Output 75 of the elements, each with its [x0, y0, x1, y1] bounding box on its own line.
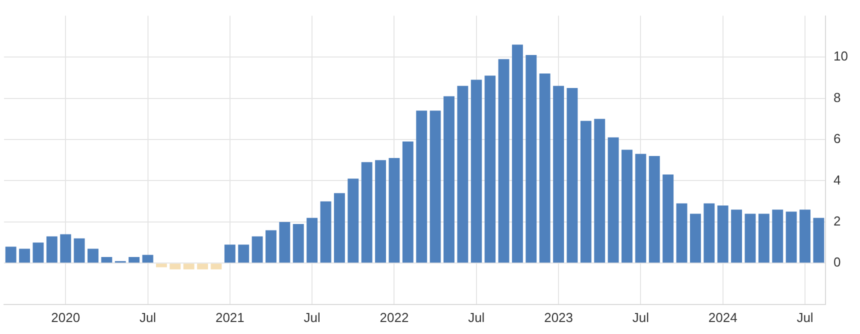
bar: [594, 118, 606, 263]
x-tick-label: 2020: [51, 310, 80, 325]
bar: [402, 142, 414, 263]
bar: [60, 234, 72, 263]
bar: [292, 224, 304, 263]
x-tick-label: Jul: [468, 310, 485, 325]
bar: [608, 137, 619, 263]
bar: [717, 205, 728, 263]
bar: [498, 59, 510, 263]
bar: [676, 203, 688, 263]
x-tick-label: Jul: [632, 310, 650, 325]
bar: [88, 248, 98, 263]
bar: [32, 242, 44, 263]
bar: [744, 214, 756, 263]
x-tick-label: 2023: [544, 310, 573, 325]
y-tick-label: 6: [834, 131, 841, 146]
y-tick-label: 4: [834, 172, 841, 188]
bar: [252, 236, 263, 263]
bar: [800, 210, 810, 263]
x-tick-label: 2021: [215, 310, 244, 325]
bar: [772, 210, 784, 263]
x-tick-label: Jul: [796, 310, 814, 325]
x-tick-label: 2024: [708, 310, 738, 325]
bar: [142, 254, 154, 263]
bar: [470, 80, 482, 263]
bar: [416, 110, 428, 263]
bar: [5, 246, 16, 263]
bar: [786, 212, 797, 263]
bar: [388, 158, 400, 263]
bar: [306, 218, 318, 263]
bar: [662, 174, 674, 263]
bar: [622, 150, 632, 263]
bar: [512, 44, 523, 263]
bar: [320, 201, 332, 263]
bar: [539, 74, 550, 263]
bar: [266, 230, 276, 263]
x-tick-label: Jul: [139, 310, 156, 325]
bar: [19, 248, 30, 263]
bar: [758, 214, 770, 263]
bar: [156, 264, 167, 268]
bar: [580, 120, 592, 263]
bar: [444, 96, 454, 263]
bar: [348, 178, 359, 263]
bar: [690, 214, 701, 263]
bar: [430, 110, 441, 263]
y-tick-label: 8: [834, 90, 841, 105]
bar: [224, 244, 236, 263]
bar: [210, 264, 222, 270]
bar: [704, 203, 715, 263]
bar: [813, 218, 824, 263]
y-tick-label: 2: [834, 214, 841, 229]
bar: [635, 154, 646, 263]
x-tick-label: 2022: [380, 310, 409, 325]
bar: [648, 156, 660, 263]
bar: [361, 162, 372, 263]
bar: [375, 160, 386, 263]
bar: [566, 88, 578, 263]
y-tick-label: 10: [834, 48, 848, 64]
bar: [128, 256, 140, 263]
bar: [484, 76, 496, 263]
bar: [457, 86, 468, 263]
bar: [238, 244, 250, 263]
bar: [46, 236, 58, 263]
bar: [526, 54, 537, 263]
bar: [101, 256, 112, 263]
bar: [183, 264, 194, 270]
y-tick-label: 0: [834, 254, 841, 270]
x-tick-label: Jul: [304, 310, 320, 325]
bar: [170, 264, 181, 270]
bar: [553, 86, 564, 263]
bar: [74, 238, 85, 263]
bar: [279, 222, 290, 263]
bar: [197, 264, 208, 270]
bar: [334, 193, 345, 263]
bar: [731, 210, 742, 263]
